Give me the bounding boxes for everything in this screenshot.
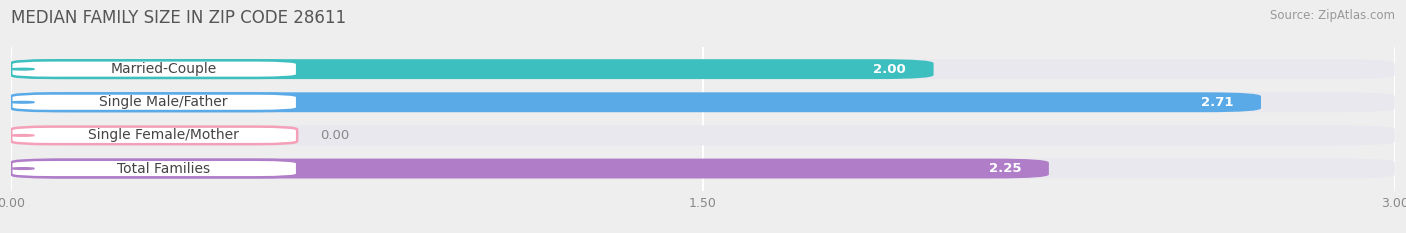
FancyBboxPatch shape xyxy=(11,59,934,79)
Text: Total Families: Total Families xyxy=(117,161,209,175)
Text: 0.00: 0.00 xyxy=(321,129,350,142)
Text: 2.25: 2.25 xyxy=(988,162,1021,175)
Circle shape xyxy=(11,68,34,70)
Text: MEDIAN FAMILY SIZE IN ZIP CODE 28611: MEDIAN FAMILY SIZE IN ZIP CODE 28611 xyxy=(11,9,346,27)
FancyBboxPatch shape xyxy=(11,60,297,78)
Text: Single Female/Mother: Single Female/Mother xyxy=(89,128,239,142)
Circle shape xyxy=(11,168,34,169)
FancyBboxPatch shape xyxy=(11,159,1395,178)
FancyBboxPatch shape xyxy=(11,92,1395,112)
Text: 2.00: 2.00 xyxy=(873,63,905,76)
Circle shape xyxy=(11,135,34,136)
FancyBboxPatch shape xyxy=(11,92,1261,112)
Text: Married-Couple: Married-Couple xyxy=(110,62,217,76)
Text: 2.71: 2.71 xyxy=(1201,96,1233,109)
Circle shape xyxy=(11,101,34,103)
FancyBboxPatch shape xyxy=(11,159,1049,178)
FancyBboxPatch shape xyxy=(11,93,297,111)
Text: Source: ZipAtlas.com: Source: ZipAtlas.com xyxy=(1270,9,1395,22)
FancyBboxPatch shape xyxy=(11,127,297,144)
FancyBboxPatch shape xyxy=(11,59,1395,79)
FancyBboxPatch shape xyxy=(11,125,1395,145)
Text: Single Male/Father: Single Male/Father xyxy=(100,95,228,109)
FancyBboxPatch shape xyxy=(11,160,297,177)
